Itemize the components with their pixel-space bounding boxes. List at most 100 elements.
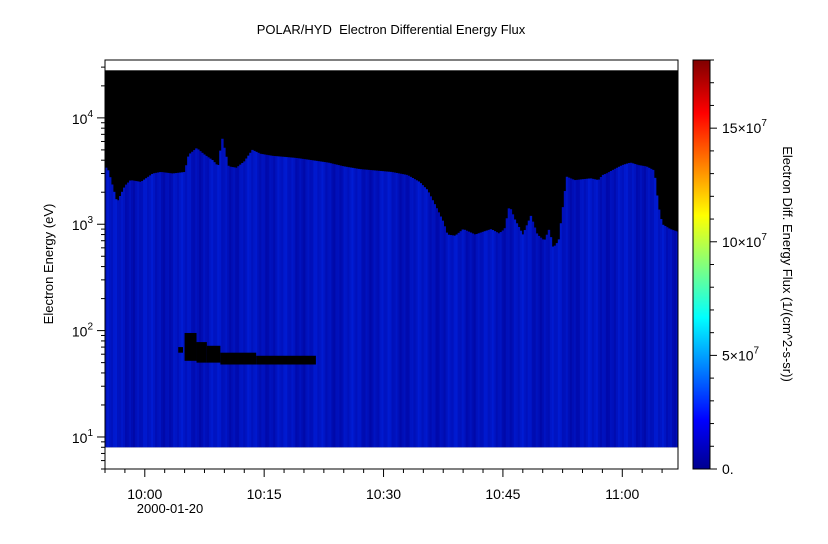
spectrum-column bbox=[199, 151, 202, 448]
spectrum-column bbox=[383, 171, 386, 448]
spectrum-column bbox=[643, 166, 647, 448]
spectrum-column bbox=[527, 220, 531, 448]
spectrum-column bbox=[481, 231, 485, 448]
spectrum-column bbox=[325, 162, 328, 448]
spectrum-column bbox=[305, 159, 308, 448]
spectrum-column bbox=[501, 230, 505, 448]
spectrum-column bbox=[589, 178, 593, 448]
spectrum-column bbox=[191, 151, 194, 448]
spectrum-column bbox=[361, 169, 364, 448]
spectrum-column bbox=[301, 158, 304, 448]
spectrum-column bbox=[447, 234, 450, 448]
spectrum-column bbox=[385, 171, 388, 448]
spectrum-column bbox=[459, 231, 463, 448]
spectrum-column bbox=[235, 167, 238, 448]
spectrum-column bbox=[637, 165, 641, 448]
colorbar bbox=[692, 59, 711, 470]
spectrum-column bbox=[247, 155, 250, 448]
spectrum-column bbox=[535, 233, 539, 448]
spectrum-column bbox=[657, 209, 661, 448]
spectrum-column bbox=[457, 232, 461, 448]
spectrum-column bbox=[409, 176, 412, 448]
spectrum-column bbox=[367, 169, 370, 448]
spectrum-column bbox=[149, 175, 152, 448]
spectrum-column bbox=[267, 155, 270, 448]
spectrum-column bbox=[289, 157, 292, 448]
spectrum-column bbox=[537, 235, 541, 448]
spectrum-column bbox=[295, 157, 298, 448]
spectrum-column bbox=[355, 168, 358, 448]
spectrum-column bbox=[593, 179, 597, 448]
y-axis: 101 102 103 104 bbox=[72, 66, 105, 470]
spectrum-column bbox=[377, 170, 380, 448]
spectrum-column bbox=[341, 166, 344, 448]
spectrum-column bbox=[417, 181, 420, 448]
spectrum-column bbox=[115, 199, 118, 448]
spectrum-column bbox=[233, 167, 236, 448]
spectrum-column bbox=[369, 170, 372, 448]
spectrum-column bbox=[585, 178, 589, 448]
spectrum-column bbox=[499, 232, 503, 448]
colorbar-tick-label: 10×107 bbox=[722, 232, 767, 250]
spectrum-column bbox=[261, 154, 264, 448]
spectrum-column bbox=[281, 156, 284, 448]
spectrum-column bbox=[379, 170, 382, 448]
spectrum-column bbox=[515, 223, 519, 448]
spectrum-column bbox=[315, 160, 318, 448]
spectrum-column bbox=[553, 245, 557, 448]
spectrum-column bbox=[403, 174, 406, 448]
spectrum-column bbox=[205, 155, 208, 448]
spectrum-column bbox=[529, 215, 533, 448]
spectrum-column bbox=[137, 181, 140, 448]
spectrum-column bbox=[453, 235, 457, 448]
spectrum-column bbox=[277, 156, 280, 448]
spectrum-column bbox=[639, 165, 643, 448]
spectrum-column bbox=[591, 178, 595, 448]
spectrum-column bbox=[231, 167, 234, 448]
spectrum-column bbox=[451, 235, 454, 448]
spectrum-column bbox=[411, 178, 414, 448]
spectrum-column bbox=[597, 179, 601, 448]
spectrum-column bbox=[229, 166, 232, 448]
spectrum-column bbox=[461, 229, 465, 448]
spectrum-column bbox=[533, 227, 537, 448]
colorbar-axis: 0. 5×107 10×107 15×107 bbox=[710, 59, 767, 477]
spectrum-column bbox=[131, 180, 134, 448]
spectrum-column bbox=[487, 229, 491, 448]
spectrum-column bbox=[475, 233, 479, 448]
spectrum-column bbox=[401, 174, 404, 448]
data-gap bbox=[206, 345, 221, 363]
spectrum-column bbox=[353, 168, 356, 448]
spectrum-column bbox=[609, 171, 613, 448]
spectrum-column bbox=[393, 172, 396, 448]
spectrum-column bbox=[563, 191, 567, 448]
spectrum-column bbox=[557, 239, 561, 448]
spectrum-column bbox=[291, 157, 294, 448]
spectrum-column bbox=[203, 154, 206, 448]
spectrum-column bbox=[275, 156, 278, 448]
spectrum-column bbox=[109, 177, 112, 448]
spectrum-column bbox=[443, 226, 446, 448]
spectrum-column bbox=[497, 233, 501, 448]
y-tick-label: 103 bbox=[72, 215, 94, 233]
spectrum-column bbox=[127, 182, 130, 448]
spectrum-column bbox=[189, 153, 192, 448]
spectrum-column bbox=[395, 172, 398, 448]
y-tick-label: 102 bbox=[72, 322, 94, 340]
spectrum-column bbox=[133, 180, 136, 448]
data-gap bbox=[178, 347, 183, 353]
spectrum-column bbox=[555, 243, 559, 448]
spectrum-column bbox=[463, 229, 467, 448]
spectrum-column bbox=[299, 158, 302, 448]
spectrum-column bbox=[129, 180, 132, 448]
spectrum-column bbox=[345, 166, 348, 448]
spectrum-column bbox=[371, 170, 374, 448]
spectrogram-heat-layer bbox=[105, 70, 678, 448]
spectrum-column bbox=[661, 224, 665, 448]
spectrum-column bbox=[595, 179, 599, 448]
spectrum-column bbox=[669, 229, 673, 448]
spectrum-column bbox=[437, 212, 440, 448]
spectrum-column bbox=[185, 165, 188, 448]
data-gap bbox=[256, 355, 316, 365]
spectrum-column bbox=[491, 230, 495, 448]
